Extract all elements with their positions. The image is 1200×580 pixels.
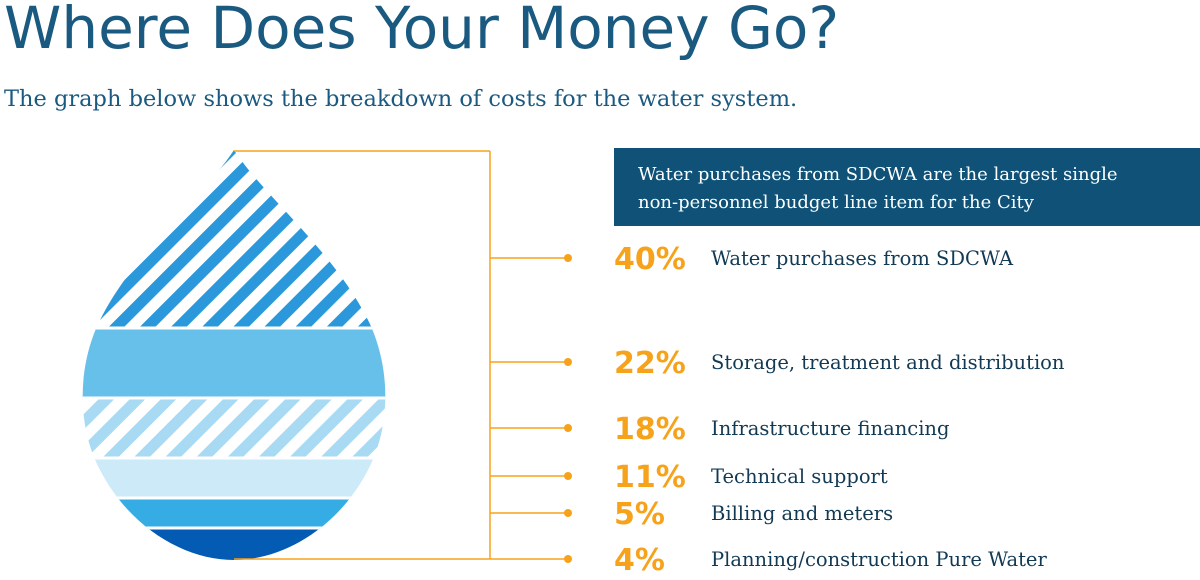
page-title: Where Does Your Money Go? [4,0,840,62]
drop-bands [82,150,386,560]
slice-value-label: 22% [614,346,686,381]
drop-band-2 [82,328,386,398]
callout-line-2: non-personnel budget line item for the C… [638,192,1034,213]
connector-dot [564,254,572,262]
connector-dot [564,509,572,517]
slice-category-label: Technical support [711,465,888,488]
slice-value-label: 5% [614,497,665,532]
callout-line-1: Water purchases from SDCWA are the large… [638,164,1118,185]
band-separator [82,526,386,530]
connector-dot [564,358,572,366]
slice-value-label: 11% [614,460,686,495]
drop-band-1 [82,150,386,328]
drop-band-6 [82,528,386,560]
connector-dot [564,555,572,563]
page-subtitle: The graph below shows the breakdown of c… [4,86,798,112]
band-separator [82,396,386,400]
band-separator [82,496,386,500]
slice-value-label: 4% [614,543,665,578]
band-separator [82,326,386,330]
callout-box: Water purchases from SDCWA are the large… [614,148,1200,226]
drop-band-3 [82,398,386,458]
slice-category-label: Billing and meters [711,502,893,525]
slice-category-label: Infrastructure financing [711,417,949,440]
slice-value-label: 40% [614,242,686,277]
drop-band-5 [82,498,386,528]
connector-dot [564,472,572,480]
drop-band-4 [82,458,386,498]
slice-category-label: Planning/construction Pure Water [711,548,1047,571]
slice-value-label: 18% [614,412,686,447]
connector-dot [564,424,572,432]
slice-category-label: Storage, treatment and distribution [711,351,1065,374]
legend: 40% Water purchases from SDCWA 22% Storage,… [614,242,1065,578]
connector-lines [234,150,572,563]
slice-category-label: Water purchases from SDCWA [711,247,1014,270]
band-separator [82,456,386,460]
